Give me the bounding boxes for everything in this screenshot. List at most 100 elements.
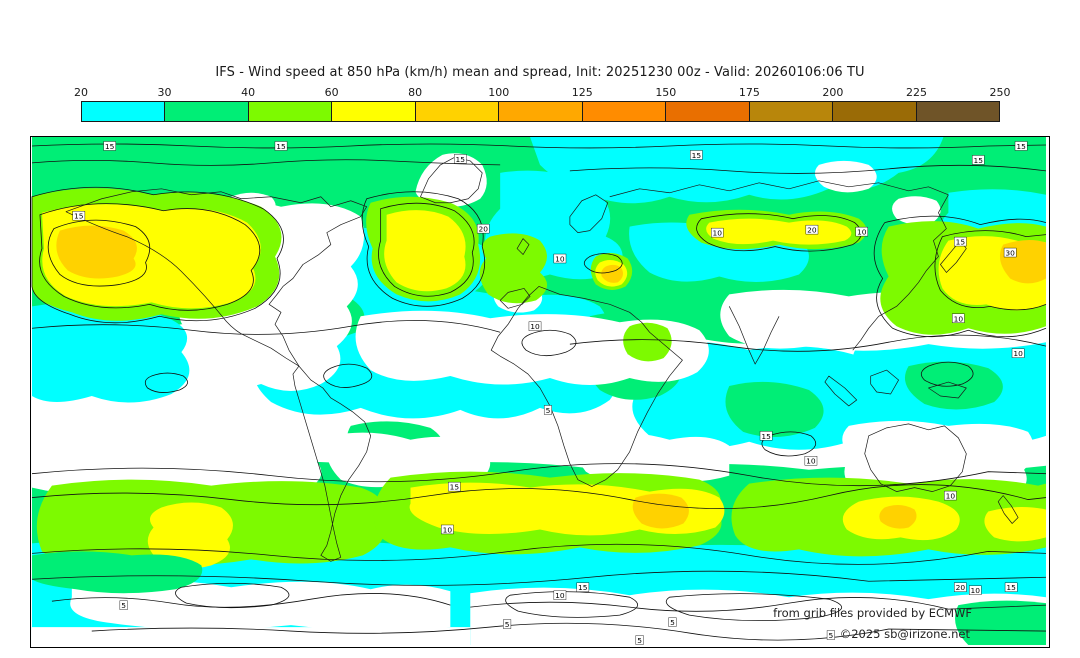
world-map: 15 15 15 15 15 15 15 20 10 10 20 10 15 30 10 10 10 5 15 10 1… (30, 136, 1050, 648)
green-bottom-corners (31, 551, 1047, 645)
contour-label-value: 15 (276, 142, 286, 151)
coastlines (65, 156, 1019, 562)
contour-label-chip (1011, 348, 1025, 358)
contour-label-value: 10 (971, 586, 981, 595)
attribution-source: from grib files provided by ECMWF (773, 606, 972, 620)
contour-label-chip (1004, 582, 1018, 592)
spread-contour-lines (31, 143, 1047, 641)
contour-label-chip (553, 590, 567, 600)
contour-label-value: 10 (857, 228, 867, 237)
colorbar-segment (415, 102, 500, 121)
contour-label-value: 10 (713, 229, 723, 238)
contour-label-chip (969, 585, 982, 595)
contour-label-value: 10 (946, 492, 956, 501)
contour-label-chip (441, 524, 454, 535)
colorbar-segment (332, 102, 416, 121)
contour-label-chip (954, 236, 967, 247)
contour-label-value: 15 (956, 238, 966, 247)
contour-label-value: 10 (555, 591, 565, 600)
contour-label-chip (954, 582, 967, 592)
contour-label-value: 10 (443, 525, 453, 534)
colorbar-ticks: 20 30 40 60 80 100 125 150 175 200 225 250 (74, 86, 1011, 99)
colorbar-tick-label: 175 (738, 86, 760, 99)
contour-label-value: 15 (692, 151, 702, 160)
contour-label-chip (476, 223, 490, 234)
colorbar-segment (833, 102, 917, 121)
contour-label-chip (668, 617, 677, 627)
colorbar-tick-label: 125 (571, 86, 593, 99)
contour-label-value: 15 (761, 432, 771, 441)
contour-label-value: 20 (807, 226, 817, 235)
contour-label-chip (944, 490, 957, 501)
colorbar-segment (82, 102, 166, 121)
colorbar-segment (582, 102, 667, 121)
contour-label-value: 10 (806, 457, 816, 466)
contour-label-value: 10 (555, 255, 565, 264)
contour-label-value: 5 (670, 618, 675, 627)
contour-label-chip (528, 321, 542, 331)
contour-label-chip (503, 619, 512, 629)
contour-label-value: 15 (74, 212, 84, 221)
colorbar-segment (165, 102, 249, 121)
contour-label-chip (855, 226, 869, 237)
colorbar-tick-label: 150 (655, 86, 677, 99)
colorbar-tick-label: 60 (324, 86, 339, 99)
contour-label-value: 5 (546, 406, 551, 415)
colorbar (81, 101, 1000, 122)
contour-label-value: 10 (954, 314, 964, 323)
colorbar-tick-label: 30 (157, 86, 172, 99)
contour-label-value: 5 (828, 631, 833, 640)
colorbar-tick-label: 80 (408, 86, 423, 99)
contour-label-value: 5 (505, 620, 510, 629)
colorbar-tick-label: 100 (488, 86, 510, 99)
contour-label-chip (690, 150, 703, 160)
colorbar-tick-label: 40 (241, 86, 256, 99)
contour-label-value: 15 (1006, 583, 1016, 592)
contour-label-chip (804, 456, 818, 466)
contour-label-chip (448, 481, 461, 492)
contour-label-chip (759, 431, 773, 441)
attribution-copyright: ©2025 sb@irizone.net (839, 627, 970, 641)
wind-speed-map-svg: 15 15 15 15 15 15 15 20 10 10 20 10 15 30 10 10 10 5 15 10 1… (31, 137, 1047, 645)
colorbar-segment (749, 102, 834, 121)
contour-label-chip (952, 313, 965, 323)
colorbar-segment (666, 102, 750, 121)
contour-labels: 15 15 15 15 15 15 15 20 10 10 20 10 15 30 10 10 10 5 15 10 1… (72, 141, 1028, 645)
contour-label-value: 15 (105, 142, 115, 151)
contour-label-value: 5 (121, 601, 126, 610)
contour-label-chip (553, 253, 567, 264)
contour-label-chip (543, 405, 552, 415)
contour-label-value: 20 (956, 583, 966, 592)
colorbar-segment (248, 102, 333, 121)
contour-label-chip (711, 227, 724, 238)
contour-label-chip (576, 582, 590, 592)
contour-label-chip (72, 211, 86, 221)
colorbar-tick-label: 20 (74, 86, 88, 99)
contour-label-chip (971, 155, 985, 165)
colorbar-tick-label: 225 (905, 86, 927, 99)
contour-label-chip (103, 141, 116, 151)
contour-label-value: 15 (456, 155, 466, 164)
contour-label-chip (805, 224, 819, 235)
contour-label-value: 5 (637, 636, 642, 645)
contour-label-value: 30 (1005, 249, 1015, 258)
contour-label-value: 15 (974, 156, 984, 165)
contour-label-value: 15 (578, 583, 588, 592)
contour-label-chip (1003, 247, 1017, 258)
contour-label-chip (635, 635, 644, 645)
contour-label-chip (274, 141, 288, 151)
contour-label-value: 10 (530, 322, 540, 331)
contour-label-chip (454, 154, 467, 164)
contour-label-value: 15 (1016, 142, 1026, 151)
contour-label-chip (1014, 141, 1028, 151)
contour-label-chip (119, 600, 128, 610)
colorbar-segment (499, 102, 583, 121)
page-title: IFS - Wind speed at 850 hPa (km/h) mean … (215, 65, 865, 80)
contour-label-value: 20 (478, 225, 488, 234)
contour-label-value: 10 (1013, 349, 1023, 358)
colorbar-segment (916, 102, 999, 121)
colorbar-tick-label: 200 (822, 86, 844, 99)
contour-label-chip (826, 630, 835, 640)
contour-label-value: 15 (450, 483, 460, 492)
